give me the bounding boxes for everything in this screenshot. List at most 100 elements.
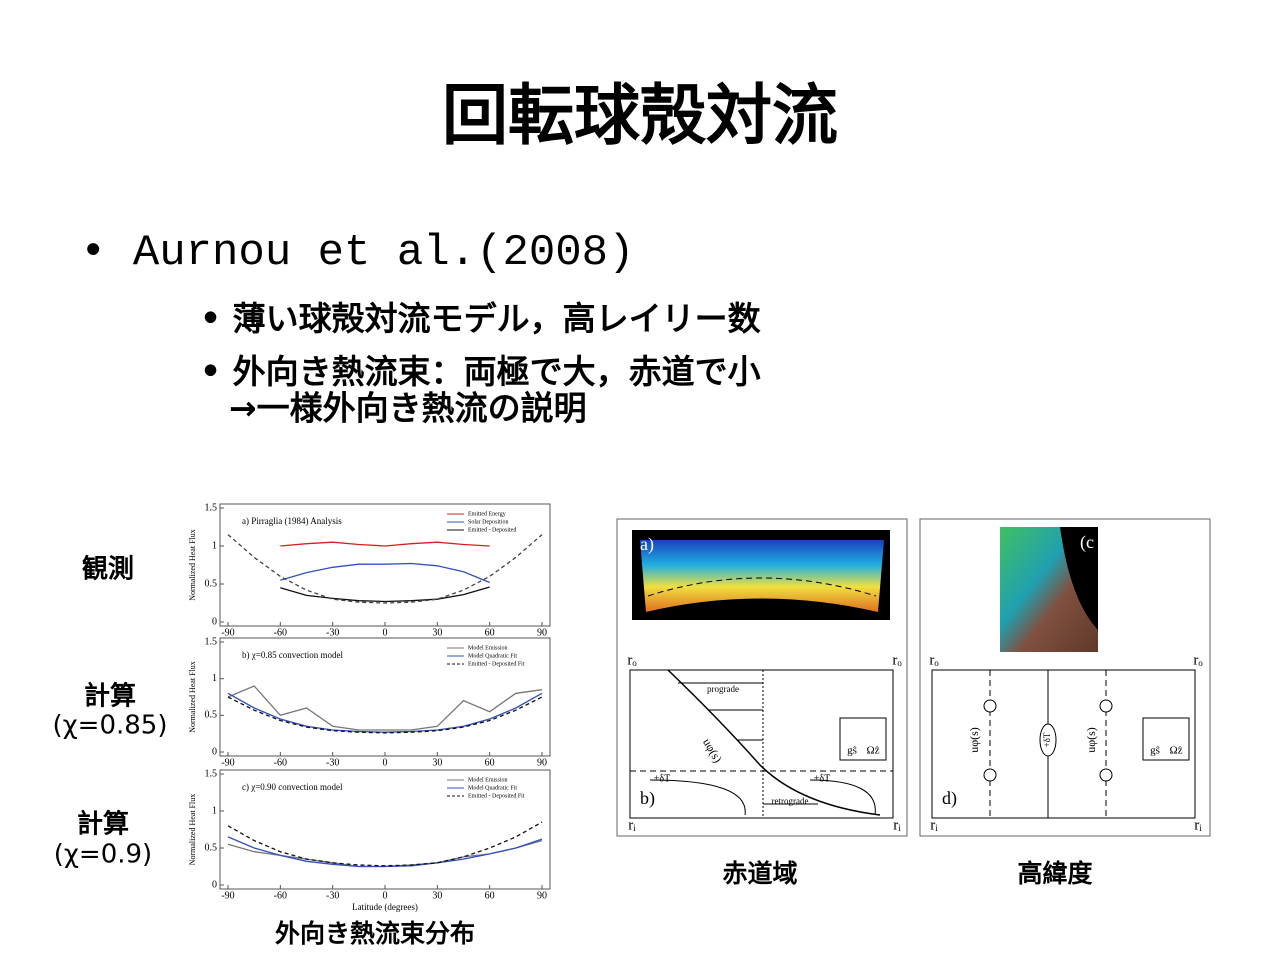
x-axis-label: Latitude (degrees) bbox=[352, 902, 418, 912]
y-tick-label: 1.5 bbox=[205, 502, 218, 513]
y-tick-label: 0 bbox=[212, 746, 217, 757]
x-tick-label: 30 bbox=[432, 757, 442, 768]
x-tick-label: -30 bbox=[326, 890, 339, 901]
thermal-blob bbox=[1039, 723, 1057, 757]
panel-label: (c bbox=[1080, 532, 1094, 553]
figure-caption: 外向き熱流束分布 bbox=[275, 919, 475, 948]
figure-label: 観測 bbox=[82, 554, 134, 585]
arrow-label: retrograde bbox=[772, 796, 809, 806]
x-tick-label: -60 bbox=[274, 757, 287, 768]
x-tick-label: 90 bbox=[537, 627, 547, 638]
legend-label: Emitted - Deposited bbox=[468, 527, 516, 533]
figure-label: 計算 bbox=[84, 681, 136, 712]
thermal-profile bbox=[649, 779, 876, 816]
y-tick-label: 1.5 bbox=[205, 768, 218, 779]
figure-label: 計算 bbox=[77, 809, 129, 840]
math-label: +δT bbox=[814, 773, 830, 784]
legend-box bbox=[839, 717, 887, 761]
plot-title: b) χ=0.85 convection model bbox=[242, 650, 344, 660]
legend-label: Solar Deposition bbox=[468, 519, 509, 525]
math-label: Ωẑ bbox=[1169, 745, 1182, 757]
right-figure: a) (c prograde retrograde uφ(s) +δT +δT … bbox=[616, 518, 1211, 837]
simulation-shell bbox=[1000, 527, 1098, 652]
x-tick-label: 90 bbox=[537, 890, 547, 901]
radius-label: rₒ bbox=[929, 652, 939, 668]
panel-label: a) bbox=[640, 534, 654, 555]
series-line bbox=[280, 541, 490, 547]
math-label: Ωẑ bbox=[866, 745, 879, 757]
y-axis-label: Normalized Heat Flux bbox=[188, 661, 197, 733]
plot-title: c) χ=0.90 convection model bbox=[242, 782, 343, 792]
radius-label: rₒ bbox=[1193, 652, 1203, 668]
x-tick-label: -30 bbox=[326, 757, 339, 768]
schematic-frame bbox=[629, 669, 894, 819]
legend-label: Model Emission bbox=[468, 777, 508, 783]
series-line bbox=[227, 836, 543, 868]
series-line bbox=[280, 586, 490, 603]
arrow-label: prograde bbox=[707, 684, 739, 694]
figure-label: (χ=0.9) bbox=[54, 840, 152, 870]
y-tick-label: 0.5 bbox=[205, 842, 218, 853]
figure-label: (χ=0.85) bbox=[53, 711, 168, 741]
radius-label: rₒ bbox=[892, 652, 902, 668]
velocity-profile bbox=[667, 669, 881, 816]
x-tick-label: -90 bbox=[221, 627, 234, 638]
series-line bbox=[227, 696, 543, 734]
panel-label: d) bbox=[942, 788, 957, 809]
math-label: +δT bbox=[1042, 732, 1052, 747]
x-tick-label: -90 bbox=[221, 890, 234, 901]
x-tick-label: -60 bbox=[274, 627, 287, 638]
math-label: gŝ bbox=[847, 745, 857, 757]
x-tick-label: 60 bbox=[485, 757, 495, 768]
y-tick-label: 1 bbox=[212, 540, 217, 551]
bullet-text: Aurnou et al.(2008) bbox=[133, 228, 635, 278]
flow-arrows bbox=[678, 682, 818, 805]
radius-label: rᵢ bbox=[893, 817, 901, 833]
x-tick-label: 30 bbox=[432, 627, 442, 638]
sub-bullet-text: →一様外向き熱流の説明 bbox=[229, 389, 587, 428]
x-tick-label: -60 bbox=[274, 890, 287, 901]
radius-label: rᵢ bbox=[930, 817, 938, 833]
sub-bullet-text: 薄い球殻対流モデル，高レイリー数 bbox=[233, 299, 762, 338]
legend-box bbox=[1142, 717, 1190, 761]
simulation-shell bbox=[640, 540, 884, 612]
y-tick-label: 0 bbox=[212, 879, 217, 890]
math-label: uφ(s) bbox=[967, 727, 981, 753]
flow-out bbox=[983, 699, 997, 713]
x-tick-label: 0 bbox=[383, 890, 388, 901]
legend-label: Emitted - Deposited Fit bbox=[468, 661, 525, 667]
math-label: uφ(s) bbox=[700, 736, 725, 765]
y-tick-label: 1 bbox=[212, 805, 217, 816]
slide-title: 回転球殻対流 bbox=[442, 77, 838, 154]
y-tick-label: 0 bbox=[212, 616, 217, 627]
series-line bbox=[280, 562, 490, 584]
x-tick-label: 90 bbox=[537, 757, 547, 768]
schematic-frame bbox=[931, 669, 1196, 819]
y-tick-label: 0.5 bbox=[205, 710, 218, 721]
sub-bullet: • 薄い球殻対流モデル，高レイリー数 bbox=[200, 299, 762, 338]
y-tick-label: 1 bbox=[212, 673, 217, 684]
figure-caption: 高緯度 bbox=[1017, 859, 1092, 888]
x-tick-label: 0 bbox=[383, 627, 388, 638]
radius-label: rₒ bbox=[627, 652, 637, 668]
math-label: gŝ bbox=[1150, 745, 1160, 757]
radius-label: rᵢ bbox=[1194, 817, 1202, 833]
series-line bbox=[227, 534, 543, 604]
flow-out bbox=[983, 768, 997, 782]
y-tick-label: 1.5 bbox=[205, 636, 218, 647]
y-axis-label: Normalized Heat Flux bbox=[188, 529, 197, 601]
legend-label: Model Emission bbox=[468, 645, 508, 651]
flow-in bbox=[1099, 699, 1113, 713]
x-tick-label: 60 bbox=[485, 627, 495, 638]
radius-label: rᵢ bbox=[628, 817, 636, 833]
x-tick-label: 60 bbox=[485, 890, 495, 901]
series-line bbox=[227, 692, 543, 733]
series-line bbox=[227, 821, 543, 867]
sub-bullet: • 外向き熱流束：両極で大，赤道で小 bbox=[200, 352, 761, 391]
sub-bullet-text: 外向き熱流束：両極で大，赤道で小 bbox=[233, 352, 761, 391]
math-label: +δT bbox=[654, 773, 670, 784]
legend-label: Emitted - Deposited Fit bbox=[468, 793, 525, 799]
legend-label: Model Quadratic Fit bbox=[468, 785, 517, 791]
